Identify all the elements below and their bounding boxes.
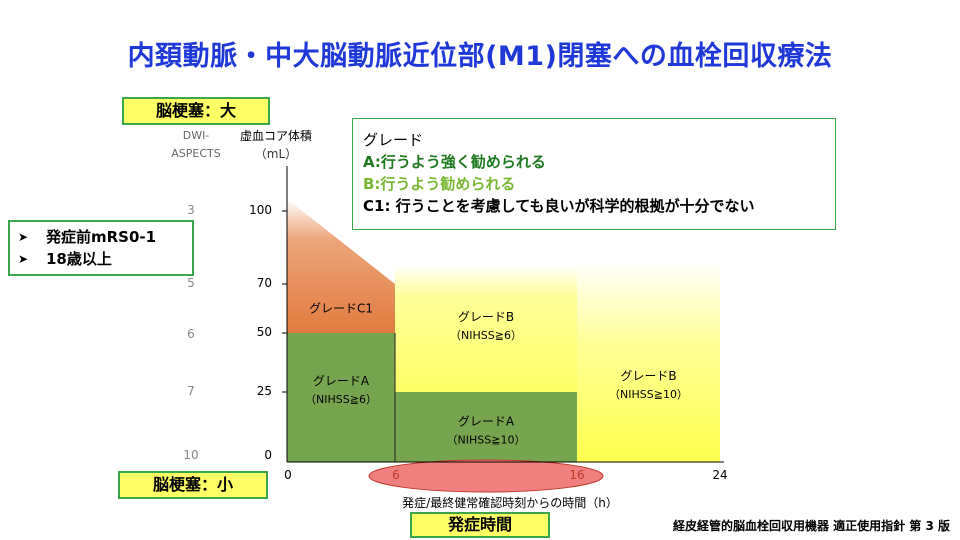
region-label: グレードC1 [309,302,373,316]
region-sublabel: （NIHSS≧6） [450,329,522,342]
volume-tick: 100 [249,203,272,217]
volume-header-line1: 虚血コア体積 [239,129,312,143]
source-footer: 経皮経管的脳血栓回収用機器 適正使用指針 第 3 版 [672,519,950,533]
x-axis-caption: 発症/最終健常確認時刻からの時間（h） [402,496,618,510]
region-label: グレードB [620,369,676,383]
volume-tick: 0 [264,448,272,462]
volume-tick: 70 [256,276,272,290]
x-tick: 16 [569,468,585,482]
x-tick: 0 [284,468,292,482]
grade-legend-box: グレード A:行うよう強く勧められる B:行うよう勧められる C1: 行うことを… [352,118,836,230]
aspects-header: DWI- ASPECTS [166,127,226,163]
legend-grade-a: A:行うよう強く勧められる [363,153,546,171]
aspects-header-line2: ASPECTS [171,147,221,160]
region-label: グレードA [313,374,370,388]
eligibility-criteria-box: ➤ 発症前mRS0-1 ➤ 18歳以上 [8,220,194,276]
x-tick: 24 [712,468,728,482]
region-sublabel: （NIHSS≧10） [447,434,526,447]
aspects-tick: 3 [187,203,195,217]
onset-time-label: 発症時間 [410,512,550,538]
region-grade-a [395,392,577,462]
aspects-tick: 6 [187,327,195,341]
volume-tick: 50 [256,325,272,339]
region-grade-c1 [287,198,395,333]
legend-grade-c1: C1: 行うことを考慮しても良いが科学的根拠が十分でない [363,197,755,215]
volume-header-line2: （mL） [254,147,298,161]
criteria-item: ➤ 18歳以上 [18,248,184,270]
aspects-header-line1: DWI- [182,129,210,142]
criteria-text: 発症前mRS0-1 [46,228,157,246]
aspects-tick: 10 [183,448,199,462]
arrow-bullet-icon: ➤ [18,252,29,266]
region-label: グレードA [458,415,515,429]
page-title: 内頚動脈・中大脳動脈近位部(M1)閉塞への血栓回収療法 [127,41,833,72]
criteria-text: 18歳以上 [46,250,112,268]
region-grade-b [395,264,577,392]
aspects-tick: 5 [187,276,195,290]
volume-tick: 25 [256,384,272,398]
infarct-small-label: 脳梗塞：小 [118,471,268,499]
x-tick: 6 [392,468,400,482]
arrow-bullet-icon: ➤ [18,230,29,244]
aspects-tick: 7 [187,384,195,398]
onset-time-highlight-ellipse [368,459,604,493]
region-grade-b [577,259,720,462]
legend-heading: グレード [363,131,424,149]
region-label: グレードB [458,310,514,324]
legend-grade-b: B:行うよう勧められる [363,175,516,193]
criteria-item: ➤ 発症前mRS0-1 [18,226,184,248]
region-sublabel: （NIHSS≧10） [609,388,688,401]
infarct-large-label: 脳梗塞：大 [122,97,270,125]
region-grade-a [287,333,395,462]
volume-header: 虚血コア体積 （mL） [226,127,326,163]
region-sublabel: （NIHSS≧6） [305,393,377,406]
